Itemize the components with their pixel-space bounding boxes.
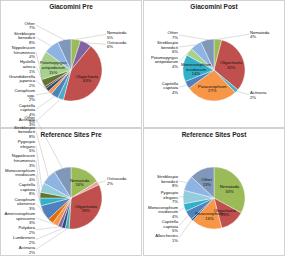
slice-label: Streblospiobenedicti [14, 125, 36, 135]
leader-line [36, 228, 63, 240]
leader-line [76, 34, 106, 39]
slice-label: Corophiumalienense [15, 197, 36, 207]
leader-line [179, 52, 189, 62]
leader-line [98, 181, 106, 183]
slice-percent: 4% [250, 34, 256, 39]
slice-percent: 15% [49, 70, 58, 75]
slice-label: Streblospiobenedicti [14, 31, 36, 41]
slice-percent: 13% [203, 182, 212, 187]
pie-panel: Reference Sites PreNematoda16%Oligochaet… [1, 115, 142, 256]
pie-panel: Reference Sites PostNematoda33%Oligochae… [144, 129, 285, 256]
panel-frame [1, 129, 142, 256]
leader-line [36, 93, 50, 95]
slice-label: Grandidierellajaponica [9, 74, 36, 84]
leader-line [36, 229, 67, 250]
slice-label: Streblospiobenedicti [157, 40, 179, 50]
leader-line [237, 91, 249, 94]
pie-panel: Giacomini PreOligochaeta43%Potamopyrgusa… [1, 1, 142, 128]
leader-line [179, 220, 192, 238]
slice-label: Capitellacapitata [19, 103, 36, 113]
slice-percent: 32% [227, 65, 236, 70]
pie-slice [189, 70, 235, 101]
leader-line [36, 52, 43, 83]
slice-label: Hyalellaazteca [20, 59, 36, 69]
leader-line [86, 43, 106, 44]
pie-slice [54, 167, 71, 198]
slice-percent: 8% [172, 183, 178, 188]
panel-frame [144, 1, 285, 128]
leader-line [36, 131, 48, 176]
pie-slice [191, 167, 214, 198]
chart-root: Giacomini PreOligochaeta43%Potamopyrgusa… [0, 0, 285, 256]
slice-percent: 33% [82, 208, 91, 213]
slice-label: Monocorophiuminsidiosum [148, 205, 179, 215]
pie-panel: Giacomini PostOligochaeta32%Paracorophiu… [144, 1, 285, 128]
slice-percent: 1% [172, 238, 178, 243]
slice-label: Potamopyrgusantipodarum [40, 60, 67, 70]
slice-label: Streblospiobenedicti [157, 174, 179, 184]
slice-label: Americorophiumspinicorne [5, 211, 36, 221]
slice-percent: 27% [208, 88, 217, 93]
panel-frame [144, 129, 285, 256]
slice-label: Capitellacapitata [19, 182, 36, 192]
slice-percent: 2% [250, 95, 256, 100]
slice-percent: 14% [192, 71, 201, 76]
leader-line [36, 37, 51, 46]
chart-title: Reference Sites Pre [40, 131, 101, 138]
leader-line [179, 181, 187, 183]
slice-percent: 4% [172, 64, 178, 69]
leader-line [36, 218, 55, 225]
slice-label: Potamopyrgusantipodarum [151, 55, 179, 65]
leader-line [36, 25, 64, 40]
leader-line [36, 81, 47, 90]
leader-line [179, 208, 185, 212]
slice-percent: 33% [225, 189, 234, 194]
slice-percent: 2% [29, 250, 35, 255]
leader-line [179, 35, 207, 40]
slice-label: Capitellacapitata [162, 219, 179, 229]
leader-line [36, 227, 60, 230]
slice-percent: 6% [107, 44, 113, 49]
leader-line [36, 119, 62, 168]
slice-percent: 43% [83, 78, 92, 83]
slice-percent: 16% [205, 216, 214, 221]
slice-label: Nippoleuconhinumensis [12, 153, 36, 163]
leader-line [179, 196, 183, 197]
leader-line [179, 85, 187, 87]
leader-line [218, 34, 249, 39]
slice-label: Nippoleuconhinumensis [12, 45, 36, 55]
slice-percent: 16% [75, 182, 84, 187]
slice-label: Capitellacapitata [162, 81, 179, 91]
panel-frame [1, 1, 142, 128]
slice-label: Corophiumspp. [15, 88, 36, 98]
slice-label: Pygospioelegans [161, 190, 179, 200]
chart-title: Reference Sites Post [182, 131, 248, 138]
slice-percent: 4% [172, 90, 178, 95]
chart-title: Giacomini Pre [49, 3, 93, 10]
leader-line [36, 189, 44, 213]
slice-label: Pygospioelegans [18, 139, 36, 149]
leader-line [36, 99, 60, 121]
slice-label: Monocorophiuminsidiosum [5, 168, 36, 178]
pie-slice [69, 185, 102, 229]
chart-title: Giacomini Post [190, 3, 238, 10]
slice-label: Monocorophiuminsidiosum [181, 62, 212, 72]
pie-slice [40, 198, 71, 206]
slice-percent: 2% [107, 181, 113, 186]
leader-line [179, 45, 196, 47]
leader-line [36, 175, 40, 202]
pie-slice [41, 198, 71, 219]
leader-line [179, 215, 188, 225]
